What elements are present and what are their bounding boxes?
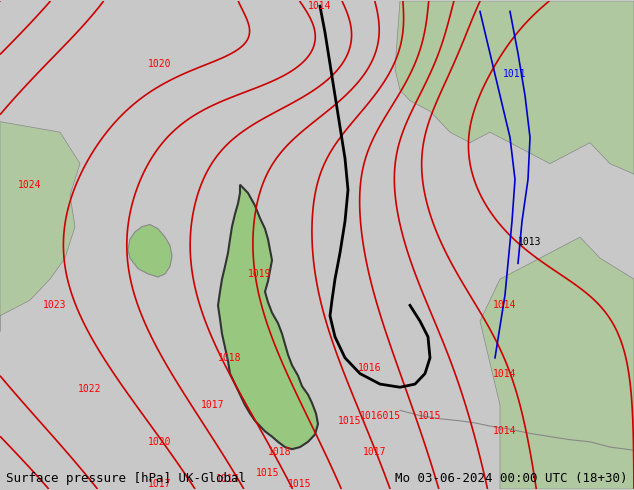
Text: 1015: 1015 — [418, 411, 442, 420]
Text: 1015: 1015 — [288, 479, 312, 489]
Text: 1015: 1015 — [339, 416, 362, 426]
Text: 1018: 1018 — [268, 447, 292, 457]
Text: 1014: 1014 — [308, 1, 332, 11]
Polygon shape — [395, 1, 634, 174]
Text: 1024: 1024 — [18, 180, 42, 190]
Text: Surface pressure [hPa] UK-Global: Surface pressure [hPa] UK-Global — [6, 472, 247, 485]
Text: 1014: 1014 — [493, 426, 517, 436]
Polygon shape — [218, 185, 318, 449]
Text: 1018: 1018 — [218, 353, 242, 363]
Polygon shape — [128, 224, 172, 277]
Text: 1020: 1020 — [148, 59, 172, 69]
Text: 1019: 1019 — [249, 269, 272, 279]
Text: 1014: 1014 — [493, 368, 517, 379]
Polygon shape — [0, 122, 80, 332]
Text: 1023: 1023 — [43, 300, 67, 310]
Text: 1014: 1014 — [493, 300, 517, 310]
Text: 1017: 1017 — [216, 473, 240, 484]
Text: 1016: 1016 — [358, 364, 382, 373]
Text: 1015: 1015 — [256, 468, 280, 478]
Polygon shape — [480, 237, 634, 489]
Text: 1017: 1017 — [363, 447, 387, 457]
Text: 1011: 1011 — [503, 70, 527, 79]
Text: 1016015: 1016015 — [359, 411, 401, 420]
Text: 1013: 1013 — [518, 237, 541, 247]
Text: 1017: 1017 — [201, 400, 224, 410]
Text: 1022: 1022 — [78, 384, 101, 394]
Text: Mo 03-06-2024 00:00 UTC (18+30): Mo 03-06-2024 00:00 UTC (18+30) — [395, 472, 628, 485]
Text: 1017: 1017 — [148, 479, 172, 489]
Text: 1020: 1020 — [148, 437, 172, 447]
